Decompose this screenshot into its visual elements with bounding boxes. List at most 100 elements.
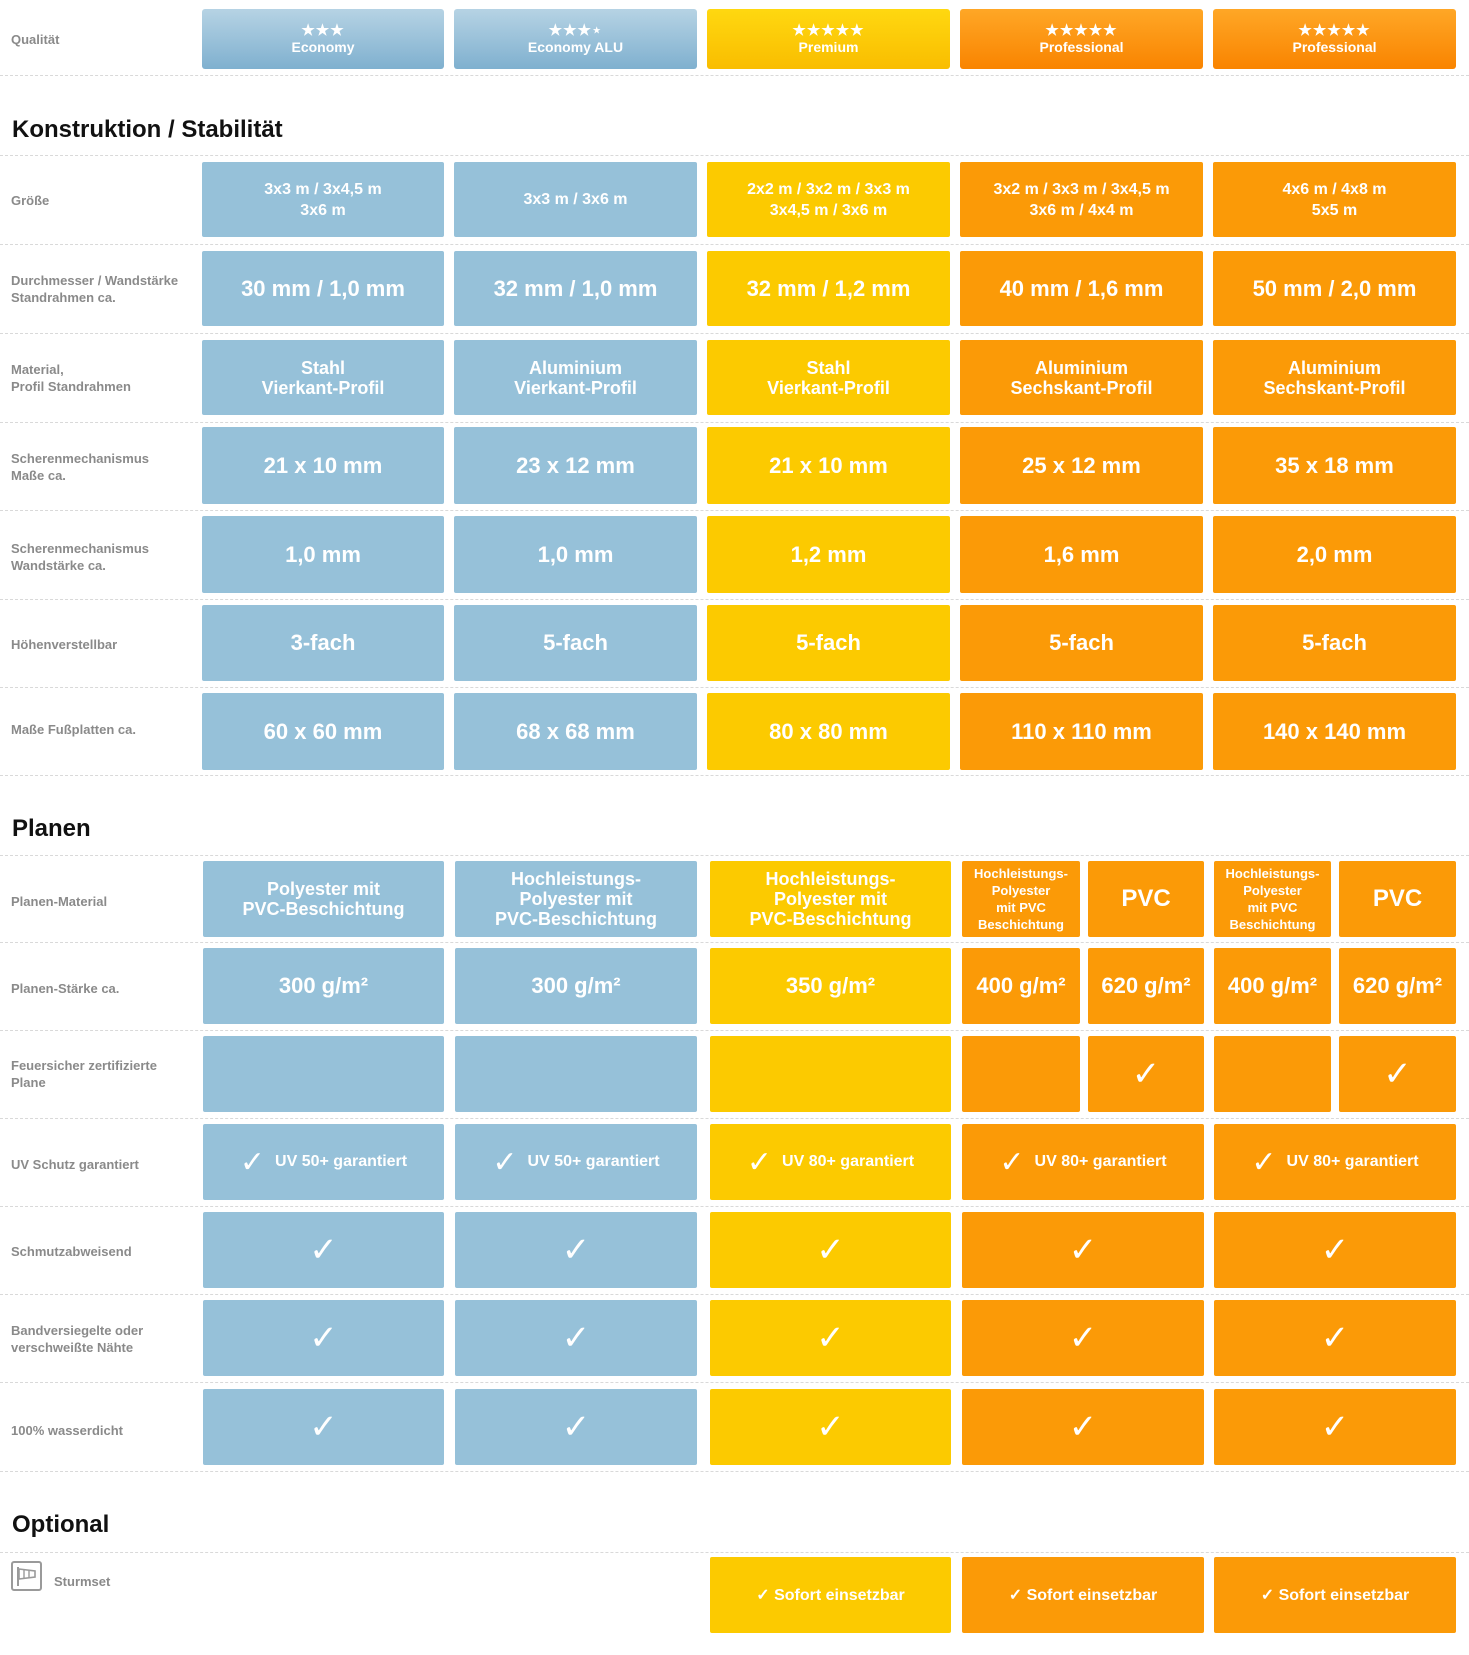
row-label-sealed-seams: Bandversiegelte oder verschweißte Nähte: [11, 1323, 144, 1355]
size-value: 3x2 m / 3x3 m / 3x4,5 m 3x6 m / 4x4 m: [960, 162, 1203, 237]
tier-professional-1[interactable]: ★★★★★ Professional: [960, 9, 1203, 69]
divider: [0, 855, 1469, 856]
scissor-wall-value: 1,0 mm: [454, 516, 697, 593]
row-label-storm-set: Sturmset: [54, 1574, 111, 1589]
check-icon: ✓: [999, 1145, 1025, 1179]
tarp-weight-value: 400 g/m²: [1214, 948, 1331, 1024]
row-label-dirt-repellent: Schmutzabweisend: [11, 1244, 132, 1259]
tarp-material-value: PVC: [1339, 861, 1456, 937]
divider: [0, 599, 1469, 600]
fireproof-check-icon: ✓: [1339, 1036, 1456, 1112]
storm-set-professional-1: ✓ Sofort einsetzbar: [962, 1557, 1204, 1633]
check-icon: ✓: [455, 1212, 697, 1288]
divider: [0, 1294, 1469, 1295]
fireproof-value: [710, 1036, 951, 1112]
check-icon: ✓: [710, 1212, 951, 1288]
diameter-value: 30 mm / 1,0 mm: [202, 251, 444, 326]
uv-text: UV 80+ garantiert: [782, 1153, 915, 1170]
uv-protection-value: ✓ UV 80+ garantiert: [710, 1124, 951, 1200]
frame-material-value: Stahl Vierkant-Profil: [202, 340, 444, 415]
height-adjust-value: 5-fach: [707, 605, 950, 681]
section-title-tarps: Planen: [12, 815, 91, 842]
divider: [0, 510, 1469, 511]
tarp-weight-value: 400 g/m²: [962, 948, 1080, 1024]
check-icon: ✓: [1251, 1145, 1277, 1179]
tier-name: Premium: [798, 39, 859, 55]
rating-stars-icon: ★★★⋆: [548, 22, 603, 39]
check-icon: ✓: [1214, 1389, 1456, 1465]
row-label-footplate: Maße Fußplatten ca.: [11, 722, 136, 737]
scissor-size-value: 25 x 12 mm: [960, 427, 1203, 504]
footplate-value: 68 x 68 mm: [454, 693, 697, 770]
tarp-material-value: Hochleistungs- Polyester mit PVC-Beschic…: [710, 861, 951, 937]
fireproof-value: [962, 1036, 1080, 1112]
row-label-uv: UV Schutz garantiert: [11, 1157, 139, 1172]
tier-name: Professional: [1039, 39, 1124, 55]
tarp-material-value: Hochleistungs- Polyester mit PVC Beschic…: [962, 861, 1080, 937]
scissor-size-value: 35 x 18 mm: [1213, 427, 1456, 504]
frame-material-value: Aluminium Vierkant-Profil: [454, 340, 697, 415]
storm-set-professional-2: ✓ Sofort einsetzbar: [1214, 1557, 1456, 1633]
tarp-weight-value: 620 g/m²: [1088, 948, 1204, 1024]
divider: [0, 1118, 1469, 1119]
row-label-size: Größe: [11, 193, 50, 208]
tier-economy-alu[interactable]: ★★★⋆ Economy ALU: [454, 9, 697, 69]
tarp-weight-value: 620 g/m²: [1339, 948, 1456, 1024]
divider: [0, 1206, 1469, 1207]
divider: [0, 422, 1469, 423]
tarp-material-value: Polyester mit PVC-Beschichtung: [203, 861, 444, 937]
height-adjust-value: 5-fach: [1213, 605, 1456, 681]
rating-stars-icon: ★★★★★: [1045, 22, 1118, 39]
uv-protection-value: ✓ UV 50+ garantiert: [203, 1124, 444, 1200]
tarp-weight-value: 300 g/m²: [455, 948, 697, 1024]
check-icon: ✓: [492, 1145, 518, 1179]
size-value: 2x2 m / 3x2 m / 3x3 m 3x4,5 m / 3x6 m: [707, 162, 950, 237]
storm-set-premium: ✓ Sofort einsetzbar: [710, 1557, 951, 1633]
scissor-size-value: 23 x 12 mm: [454, 427, 697, 504]
divider: [0, 687, 1469, 688]
check-icon: ✓: [203, 1389, 444, 1465]
tier-professional-2[interactable]: ★★★★★ Professional: [1213, 9, 1456, 69]
uv-text: UV 50+ garantiert: [527, 1153, 660, 1170]
scissor-size-value: 21 x 10 mm: [202, 427, 444, 504]
divider: [0, 1382, 1469, 1383]
divider: [0, 75, 1469, 76]
divider: [0, 1030, 1469, 1031]
row-label-fireproof: Feuersicher zertifizierte Plane: [11, 1058, 157, 1090]
scissor-size-value: 21 x 10 mm: [707, 427, 950, 504]
divider: [0, 155, 1469, 156]
divider: [0, 333, 1469, 334]
diameter-value: 40 mm / 1,6 mm: [960, 251, 1203, 326]
check-icon: ✓: [710, 1389, 951, 1465]
tarp-material-value: Hochleistungs- Polyester mit PVC-Beschic…: [455, 861, 697, 937]
uv-text: UV 50+ garantiert: [275, 1153, 408, 1170]
tarp-weight-value: 350 g/m²: [710, 948, 951, 1024]
tier-name: Economy ALU: [527, 39, 624, 55]
footplate-value: 60 x 60 mm: [202, 693, 444, 770]
tarp-material-value: PVC: [1088, 861, 1204, 937]
height-adjust-value: 5-fach: [454, 605, 697, 681]
row-label-tarp-material: Planen-Material: [11, 894, 108, 909]
check-icon: ✓: [962, 1389, 1204, 1465]
tier-economy[interactable]: ★★★ Economy: [202, 9, 444, 69]
check-icon: ✓: [1214, 1212, 1456, 1288]
row-label-waterproof: 100% wasserdicht: [11, 1423, 124, 1438]
diameter-value: 32 mm / 1,0 mm: [454, 251, 697, 326]
check-icon: ✓: [239, 1145, 266, 1179]
scissor-wall-value: 1,0 mm: [202, 516, 444, 593]
divider: [0, 244, 1469, 245]
check-icon: ✓: [710, 1300, 951, 1376]
check-icon: ✓: [455, 1389, 697, 1465]
size-value: 4x6 m / 4x8 m 5x5 m: [1213, 162, 1456, 237]
check-icon: ✓: [203, 1300, 444, 1376]
uv-text: UV 80+ garantiert: [1286, 1153, 1419, 1170]
height-adjust-value: 5-fach: [960, 605, 1203, 681]
scissor-wall-value: 2,0 mm: [1213, 516, 1456, 593]
check-icon: ✓: [203, 1212, 444, 1288]
tier-premium[interactable]: ★★★★★ Premium: [707, 9, 950, 69]
row-label-diameter: Durchmesser / Wandstärke Standrahmen ca.: [11, 273, 179, 305]
tier-name: Economy: [291, 39, 355, 55]
divider: [0, 775, 1469, 776]
rating-stars-icon: ★★★: [301, 22, 345, 39]
row-label-material: Material, Profil Standrahmen: [11, 362, 131, 394]
